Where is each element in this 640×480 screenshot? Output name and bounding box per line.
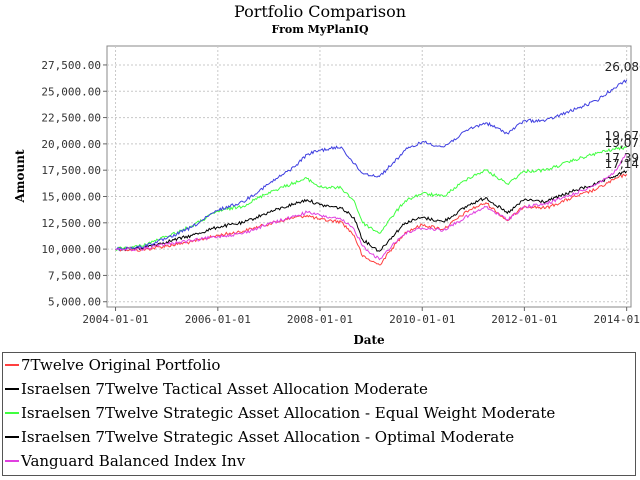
legend-item: Israelsen 7Twelve Strategic Asset Alloca…	[3, 425, 635, 449]
legend-swatch	[5, 460, 19, 462]
grid-lines	[107, 46, 631, 307]
y-axis-label: Amount	[13, 149, 27, 203]
end-value-label: 17,397	[605, 151, 640, 165]
x-axis: 2004-01-01 2006-01-01 2008-01-01 2010-01-01…	[82, 307, 640, 326]
legend-swatch	[5, 364, 19, 366]
legend: 7Twelve Original Portfolio Israelsen 7Tw…	[2, 352, 636, 476]
series-line	[115, 153, 627, 261]
legend-label: Vanguard Balanced Index Inv	[21, 452, 246, 470]
y-tick-label: 25,000.00	[41, 85, 101, 98]
y-tick-label: 22,500.00	[41, 112, 101, 125]
x-tick-label: 2008-01-01	[287, 313, 353, 326]
y-tick-label: 5,000.00	[48, 296, 101, 309]
end-value-label: 19,670	[605, 129, 640, 143]
y-tick-label: 12,500.00	[41, 217, 101, 230]
legend-swatch	[5, 388, 19, 390]
y-tick-label: 20,000.00	[41, 138, 101, 151]
x-tick-label: 2014-01-01	[594, 313, 640, 326]
y-tick-label: 7,500.00	[48, 269, 101, 282]
end-value-label: 19,075	[605, 136, 640, 150]
series-line	[115, 170, 628, 252]
end-value-label: 17,141	[605, 157, 640, 171]
y-tick-label: 17,500.00	[41, 164, 101, 177]
x-tick-label: 2004-01-01	[82, 313, 148, 326]
legend-item: Israelsen 7Twelve Tactical Asset Allocat…	[3, 377, 635, 401]
y-axis: 5,000.00 7,500.00 10,000.00 12,500.00 15,000…	[41, 59, 107, 309]
legend-label: Israelsen 7Twelve Strategic Asset Alloca…	[21, 404, 556, 422]
legend-label: 7Twelve Original Portfolio	[21, 356, 221, 374]
legend-item: 7Twelve Original Portfolio	[3, 353, 635, 377]
y-tick-label: 27,500.00	[41, 59, 101, 72]
x-tick-label: 2012-01-01	[491, 313, 557, 326]
legend-swatch	[5, 412, 19, 414]
line-chart: Portfolio Comparison From MyPlanIQ 5,000…	[13, 2, 640, 347]
plot-area	[106, 45, 632, 308]
x-tick-label: 2006-01-01	[185, 313, 251, 326]
y-tick-label: 10,000.00	[41, 243, 101, 256]
chart-title: Portfolio Comparison	[234, 2, 406, 21]
end-value-label: 26,086	[605, 60, 640, 74]
series-lines	[115, 79, 628, 266]
legend-item: Vanguard Balanced Index Inv	[3, 449, 635, 473]
legend-swatch	[5, 436, 19, 438]
series-line	[115, 145, 627, 252]
y-tick-label: 15,000.00	[41, 190, 101, 203]
x-axis-label: Date	[353, 333, 385, 347]
legend-item: Israelsen 7Twelve Strategic Asset Alloca…	[3, 401, 635, 425]
chart-subtitle: From MyPlanIQ	[271, 23, 369, 36]
legend-label: Israelsen 7Twelve Tactical Asset Allocat…	[21, 380, 428, 398]
legend-label: Israelsen 7Twelve Strategic Asset Alloca…	[21, 428, 515, 446]
end-labels: 26,086 19,67019,07517,39717,141	[605, 60, 640, 171]
x-tick-label: 2010-01-01	[389, 313, 455, 326]
series-line	[115, 79, 628, 252]
